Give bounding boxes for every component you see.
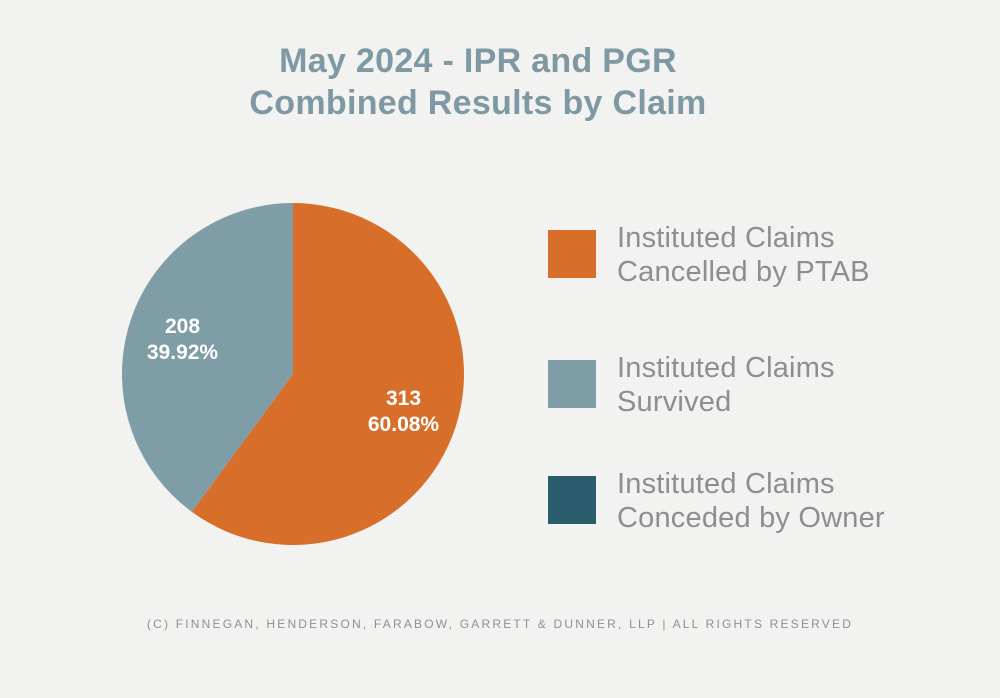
legend-item-survived: Instituted Claims Survived [548, 351, 835, 419]
pie-slice-label-1: 208 39.92% [147, 315, 219, 364]
legend-swatch-survived [548, 360, 596, 408]
legend-label-survived: Instituted Claims Survived [617, 351, 835, 419]
pie-slice-1 [121, 202, 293, 512]
pie-slice-0 [191, 203, 464, 545]
copyright-footer: (C) FINNEGAN, HENDERSON, FARABOW, GARRET… [146, 617, 854, 631]
legend-item-cancelled-by-ptab: Instituted Claims Cancelled by PTAB [548, 221, 870, 289]
legend-label-line1: Instituted Claims [617, 468, 835, 500]
legend-label-cancelled-by-ptab: Instituted Claims Cancelled by PTAB [617, 221, 870, 289]
page-title-line2: Combined Results by Claim [249, 84, 707, 122]
legend-swatch-conceded-by-owner [548, 476, 596, 524]
pie-slice-label-0: 313 60.08% [368, 387, 440, 436]
legend-item-conceded-by-owner: Instituted Claims Conceded by Owner [548, 467, 885, 535]
page-title: May 2024 - IPR and PGR Combined Results … [0, 40, 956, 124]
legend-swatch-cancelled-by-ptab [548, 230, 596, 278]
legend-label-line1: Instituted Claims [617, 352, 835, 384]
legend-label-line2: Cancelled by PTAB [617, 256, 870, 288]
page-title-line1: May 2024 - IPR and PGR [279, 42, 677, 80]
legend-label-line1: Instituted Claims [617, 222, 835, 254]
legend-label-line2: Conceded by Owner [617, 502, 885, 534]
legend-label-line2: Survived [617, 386, 732, 418]
legend-label-conceded-by-owner: Instituted Claims Conceded by Owner [617, 467, 885, 535]
